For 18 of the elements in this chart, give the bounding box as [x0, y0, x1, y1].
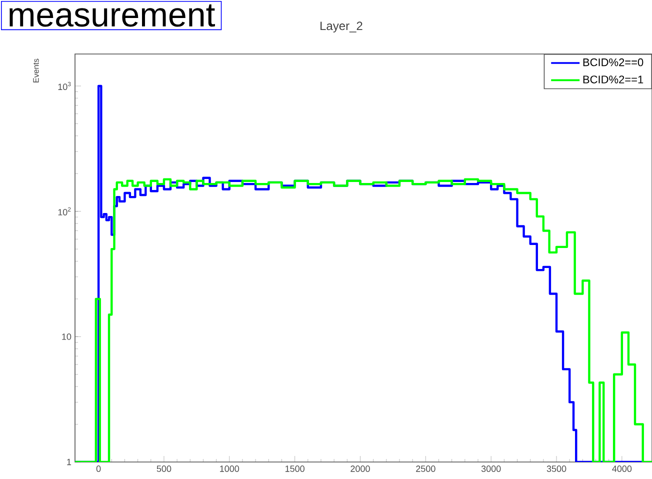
- x-tick-label: 500: [156, 466, 172, 472]
- x-tick-label: 2500: [416, 466, 436, 472]
- legend-label: BCID%2==0: [583, 58, 644, 66]
- legend-label: BCID%2==1: [583, 76, 644, 84]
- y-tick-label: 10: [62, 333, 72, 340]
- text: measurement: [10, 4, 215, 27]
- x-tick-label: 3000: [481, 466, 501, 472]
- x-tick-label: 1000: [220, 466, 240, 472]
- x-tick-label: 2000: [350, 466, 370, 472]
- y-tick-label: 10$^{3}$: [58, 82, 71, 90]
- y-tick-label: 10$^{2}$: [58, 207, 71, 216]
- x-tick-label: 0: [96, 466, 101, 472]
- y-tick-label: 1: [67, 458, 72, 466]
- chart-title: Layer_2: [320, 22, 362, 32]
- x-tick-label: 4000: [612, 466, 632, 472]
- x-tick-label: 1500: [285, 466, 304, 472]
- x-tick-label: 3500: [546, 466, 566, 472]
- y-axis-title: Events: [33, 58, 39, 82]
